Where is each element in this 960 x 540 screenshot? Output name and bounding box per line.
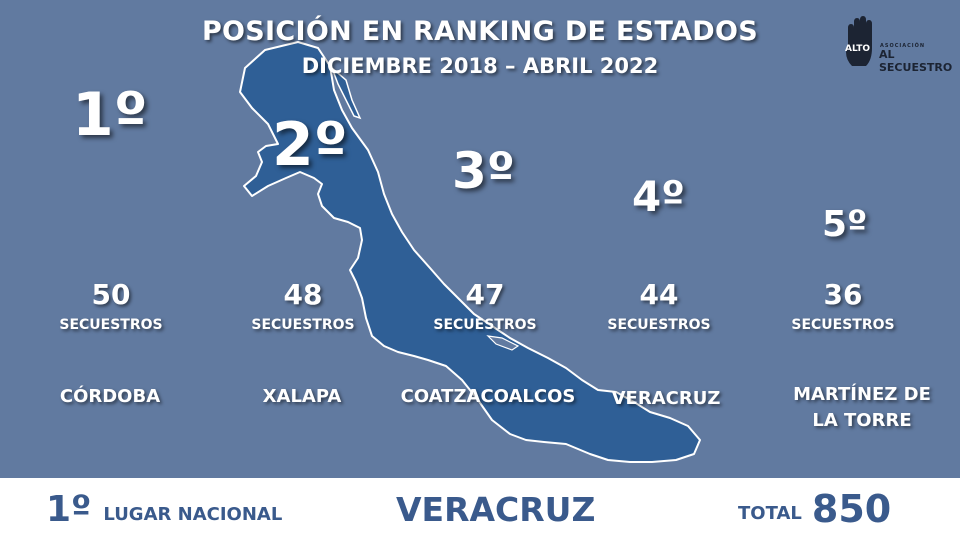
rank-4: 4º (632, 172, 685, 221)
ranking-item-4: 44 SECUESTROS (574, 278, 744, 333)
count-unit: SECUESTROS (433, 317, 537, 333)
logo-association-text: ASOCIACIÓN (880, 43, 926, 49)
infographic-canvas: POSICIÓN EN RANKING DE ESTADOS DICIEMBRE… (26, 14, 960, 463)
rank-2: 2º (272, 110, 348, 180)
kidnap-count: 47 (465, 278, 505, 311)
city-name: VERACRUZ (611, 388, 721, 409)
ranking-item-2: 48 SECUESTROS (218, 278, 388, 333)
total-value: 850 (811, 487, 892, 531)
city-name: XALAPA (262, 386, 342, 407)
national-rank-value: 1º (46, 488, 92, 530)
kidnap-count: 44 (639, 278, 679, 311)
count-unit: SECUESTROS (607, 317, 711, 333)
page-subtitle: DICIEMBRE 2018 – ABRIL 2022 (301, 54, 659, 78)
kidnap-count: 48 (283, 278, 323, 311)
state-name-text: VERACRUZ (396, 489, 596, 529)
rank-5: 5º (822, 204, 868, 245)
veracruz-state-map (239, 41, 701, 463)
city-name: CÓRDOBA (59, 386, 161, 407)
count-unit: SECUESTROS (59, 317, 163, 333)
national-rank-label: LUGAR NACIONAL (103, 503, 283, 525)
ranking-item-1: 50 SECUESTROS (26, 278, 196, 333)
count-unit: SECUESTROS (251, 317, 355, 333)
city-name-line: MARTÍNEZ DE (793, 384, 931, 405)
kidnap-count: 50 (91, 278, 131, 311)
state-name: VERACRUZ (396, 478, 595, 540)
rank-3: 3º (452, 142, 515, 200)
count-unit: SECUESTROS (791, 317, 895, 333)
hand-stop-icon (846, 16, 872, 66)
ranking-item-3: 47 SECUESTROS (400, 278, 570, 333)
city-name: MARTÍNEZ DE LA TORRE (762, 382, 960, 434)
footer-bar: 1º LUGAR NACIONAL VERACRUZ TOTAL 850 (0, 478, 960, 540)
page-title: POSICIÓN EN RANKING DE ESTADOS (201, 16, 759, 47)
rank-1: 1º (72, 80, 148, 150)
city-name: COATZACOALCOS (400, 386, 576, 407)
total-label: TOTAL (738, 502, 802, 524)
city-name-line: LA TORRE (812, 410, 912, 431)
logo: ALTO ASOCIACIÓN AL SECUESTRO (842, 14, 957, 76)
kidnap-count: 36 (823, 278, 863, 311)
total-count: TOTAL 850 (738, 478, 891, 540)
logo-name-text: AL SECUESTRO (879, 48, 953, 74)
ranking-item-5: 36 SECUESTROS (758, 278, 928, 333)
national-rank: 1º LUGAR NACIONAL (46, 478, 282, 540)
logo-word-alto: ALTO (845, 44, 871, 54)
